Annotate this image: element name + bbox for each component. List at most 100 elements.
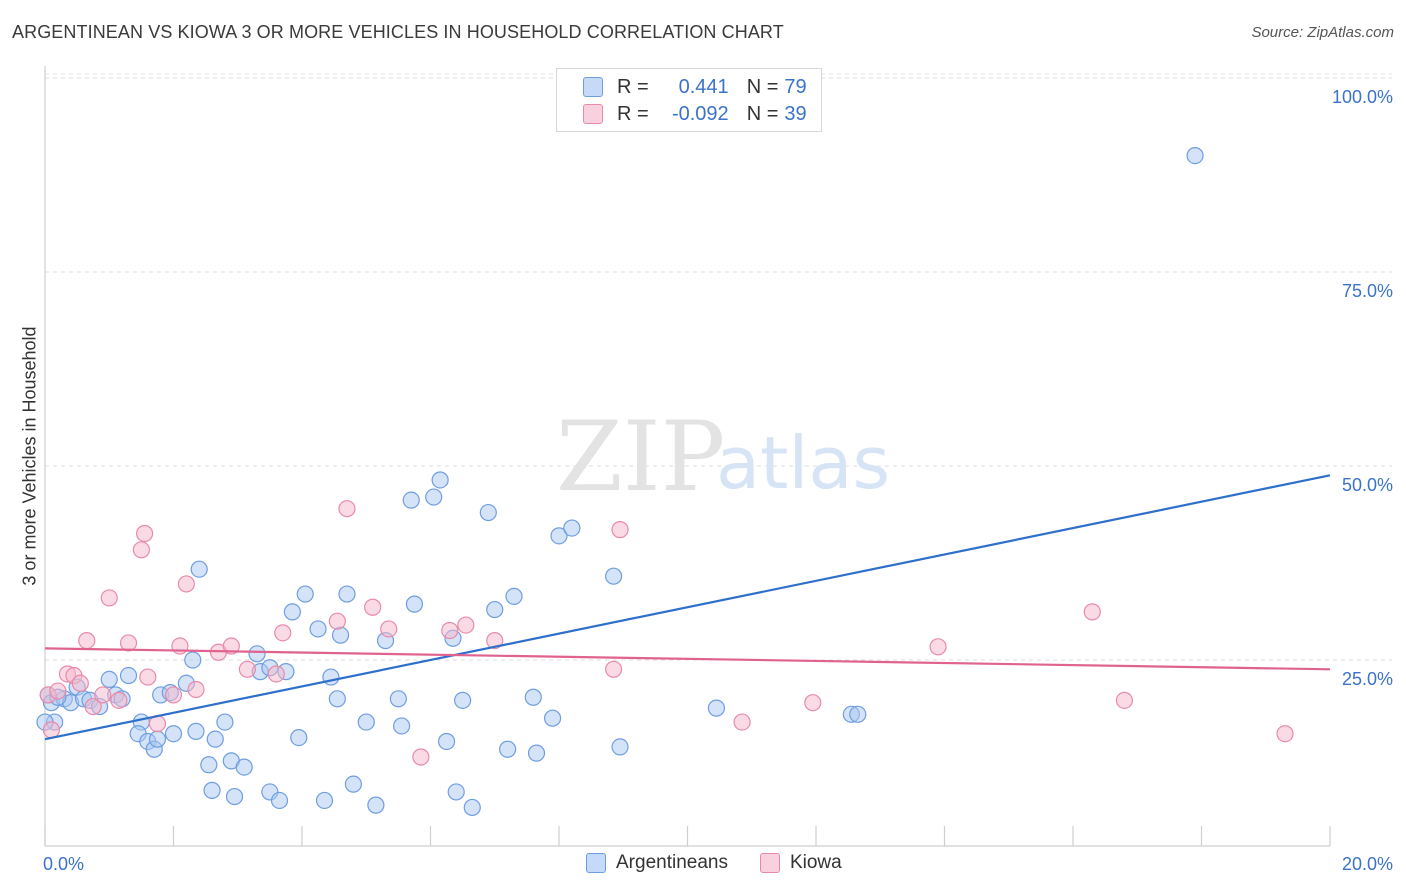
kiowa-point-7 bbox=[84, 697, 102, 716]
argentineans-point-37 bbox=[283, 603, 301, 621]
argentineans-point-46 bbox=[344, 775, 362, 793]
trend-line-kiowa bbox=[44, 647, 1331, 671]
legend-r-label: R = bbox=[617, 102, 649, 125]
argentineans-point-61 bbox=[479, 503, 497, 522]
legend-n-label: N = bbox=[746, 75, 779, 98]
argentineans-point-39 bbox=[296, 585, 314, 603]
argentineans-point-41 bbox=[315, 791, 334, 810]
legend-label-argentineans: Argentineans bbox=[616, 852, 728, 873]
argentineans-point-72 bbox=[707, 699, 726, 717]
legend-r-value: 0.441 bbox=[678, 75, 729, 98]
argentineans-point-35 bbox=[270, 791, 289, 810]
argentineans-point-75 bbox=[1186, 147, 1204, 165]
legend-row-argentineans: R = 0.441 N = 79 bbox=[583, 75, 807, 99]
kiowa-point-11 bbox=[119, 634, 138, 652]
trend-line-argentineans bbox=[44, 474, 1331, 741]
argentineans-point-48 bbox=[367, 796, 385, 814]
argentineans-point-59 bbox=[454, 691, 472, 709]
kiowa-point-24 bbox=[274, 624, 292, 642]
kiowa-point-37 bbox=[929, 638, 947, 656]
kiowa-point-16 bbox=[164, 686, 183, 704]
x-tick-label-max: 20.0% bbox=[1342, 854, 1393, 874]
argentineans-point-30 bbox=[235, 758, 253, 776]
argentineans-point-22 bbox=[187, 722, 205, 740]
argentineans-point-68 bbox=[550, 527, 568, 545]
argentineans-point-65 bbox=[524, 688, 542, 706]
kiowa-point-28 bbox=[380, 620, 398, 638]
kiowa-point-18 bbox=[177, 575, 195, 593]
argentineans-point-63 bbox=[499, 740, 517, 758]
argentineans-point-40 bbox=[309, 620, 327, 638]
kiowa-point-5 bbox=[71, 674, 89, 692]
kiowa-point-36 bbox=[804, 694, 822, 712]
argentineans-point-69 bbox=[563, 519, 581, 537]
y-tick-label-0: 25.0% bbox=[1342, 669, 1393, 689]
source-label: Source: ZipAtlas.com bbox=[1251, 24, 1394, 41]
argentineans-point-19 bbox=[164, 725, 183, 743]
kiowa-point-8 bbox=[94, 686, 112, 704]
argentineans-point-55 bbox=[431, 471, 449, 489]
argentineans-point-44 bbox=[331, 626, 350, 644]
argentineans-point-38 bbox=[290, 728, 308, 747]
argentineans-point-31 bbox=[248, 645, 266, 663]
argentineans-point-9 bbox=[100, 670, 118, 689]
legend-item-argentineans: Argentineans bbox=[586, 852, 728, 874]
argentineans-point-58 bbox=[447, 783, 465, 801]
argentineans-point-26 bbox=[206, 730, 224, 748]
kiowa-point-13 bbox=[135, 524, 154, 543]
kiowa-point-9 bbox=[100, 589, 118, 607]
argentineans-point-66 bbox=[527, 744, 546, 762]
argentineans-point-52 bbox=[402, 491, 420, 509]
watermark-atlas: atlas bbox=[716, 421, 890, 505]
kiowa-point-2 bbox=[49, 682, 67, 700]
kiowa-point-23 bbox=[267, 665, 285, 683]
kiowa-point-38 bbox=[1083, 603, 1101, 621]
kiowa-point-30 bbox=[441, 621, 459, 640]
series-legend: Argentineans Kiowa bbox=[586, 852, 874, 874]
argentineans-point-70 bbox=[605, 567, 623, 585]
argentineans-point-67 bbox=[543, 709, 562, 727]
kiowa-point-6 bbox=[78, 631, 96, 650]
argentineans-point-54 bbox=[425, 488, 443, 506]
kiowa-point-40 bbox=[1276, 725, 1294, 743]
legend-swatch-pink bbox=[759, 853, 780, 873]
kiowa-point-26 bbox=[338, 500, 356, 518]
argentineans-point-25 bbox=[203, 781, 221, 799]
argentineans-point-29 bbox=[225, 787, 244, 806]
kiowa-point-39 bbox=[1115, 691, 1134, 709]
argentineans-point-51 bbox=[392, 717, 411, 735]
kiowa-point-14 bbox=[139, 668, 157, 686]
tick-labels: 25.0% 50.0% 75.0% 100.0% 0.0% 20.0% bbox=[43, 87, 1393, 874]
argentineans-point-71 bbox=[611, 738, 629, 756]
kiowa-point-32 bbox=[486, 631, 504, 650]
y-tick-label-1: 50.0% bbox=[1342, 475, 1393, 495]
legend-swatch-blue bbox=[583, 77, 603, 97]
kiowa-point-35 bbox=[733, 713, 751, 731]
argentineans-point-27 bbox=[216, 713, 234, 731]
chart-title: ARGENTINEAN VS KIOWA 3 OR MORE VEHICLES … bbox=[12, 22, 784, 42]
argentineans-point-50 bbox=[389, 690, 407, 708]
argentineans-point-21 bbox=[184, 651, 202, 669]
kiowa-point-22 bbox=[238, 660, 256, 678]
argentineans-point-64 bbox=[505, 587, 523, 605]
legend-n-value: 79 bbox=[784, 75, 807, 98]
argentineans-point-16 bbox=[148, 730, 167, 748]
argentineans-point-47 bbox=[357, 713, 375, 731]
argentineans-point-60 bbox=[463, 798, 481, 817]
argentineans-point-53 bbox=[405, 595, 424, 613]
kiowa-point-19 bbox=[187, 680, 205, 699]
argentineans-point-74 bbox=[849, 705, 867, 723]
y-tick-label-2: 75.0% bbox=[1342, 281, 1393, 301]
legend-swatch-pink bbox=[583, 104, 603, 124]
legend-r-label: R = bbox=[617, 75, 649, 98]
legend-label-kiowa: Kiowa bbox=[789, 852, 842, 873]
kiowa-point-12 bbox=[132, 541, 150, 559]
legend-item-kiowa: Kiowa bbox=[759, 852, 842, 874]
kiowa-point-21 bbox=[222, 637, 240, 655]
y-tick-label-3: 100.0% bbox=[1332, 87, 1393, 107]
legend-swatch-blue bbox=[586, 853, 606, 873]
argentineans-point-23 bbox=[190, 560, 208, 578]
kiowa-point-31 bbox=[457, 616, 475, 634]
x-tick-label-min: 0.0% bbox=[43, 854, 84, 874]
